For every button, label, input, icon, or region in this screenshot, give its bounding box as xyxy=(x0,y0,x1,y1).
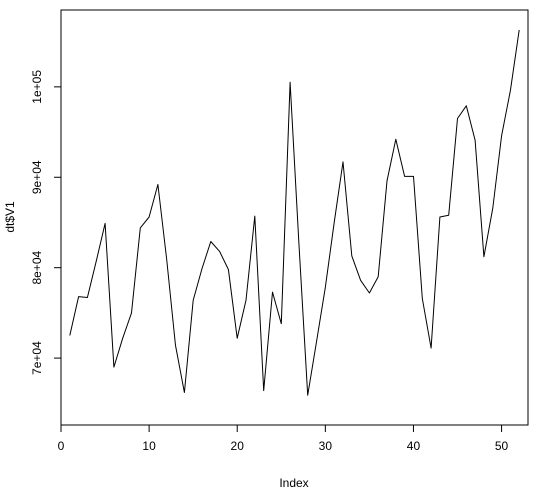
x-tick-label: 10 xyxy=(142,439,156,453)
x-tick-label: 50 xyxy=(495,439,509,453)
y-tick-label: 1e+05 xyxy=(30,70,44,104)
x-tick-label: 30 xyxy=(319,439,333,453)
data-line xyxy=(69,29,520,396)
x-tick-label: 40 xyxy=(407,439,421,453)
y-axis: 7e+04 8e+04 9e+04 1e+05 xyxy=(30,70,62,375)
x-axis: 0 10 20 30 40 50 xyxy=(58,424,509,453)
plot-frame xyxy=(60,9,529,426)
x-tick-label: 20 xyxy=(231,439,245,453)
y-axis-title: dt$V1 xyxy=(3,201,17,233)
y-tick-label: 8e+04 xyxy=(30,251,44,285)
x-tick-label: 0 xyxy=(58,439,65,453)
x-axis-title: Index xyxy=(279,476,308,490)
y-tick-label: 9e+04 xyxy=(30,160,44,194)
y-tick-label: 7e+04 xyxy=(30,341,44,375)
